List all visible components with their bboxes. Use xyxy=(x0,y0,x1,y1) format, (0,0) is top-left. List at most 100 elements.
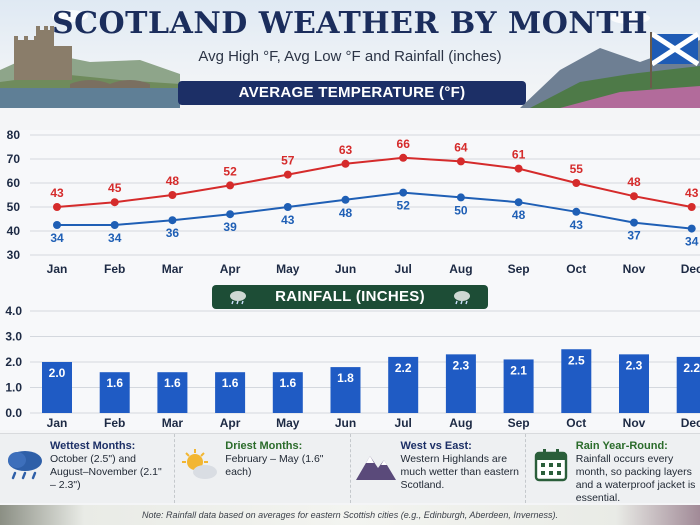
data-point xyxy=(456,157,465,166)
series-line xyxy=(56,156,692,208)
data-label: 63 xyxy=(339,143,353,157)
data-point xyxy=(572,207,581,216)
data-label: 48 xyxy=(512,208,526,222)
data-label: 61 xyxy=(512,148,526,162)
x-tick-label: Mar xyxy=(162,416,184,430)
data-point xyxy=(687,203,696,211)
y-tick-label: 3.0 xyxy=(5,330,22,344)
rainfall-section-banner: RAINFALL (INCHES) xyxy=(212,285,488,309)
sun-cloud-icon xyxy=(175,440,225,499)
data-point xyxy=(226,181,235,190)
data-label: 43 xyxy=(50,186,64,200)
x-tick-label: Apr xyxy=(220,262,241,276)
page-title: SCOTLAND WEATHER BY MONTH xyxy=(52,6,648,41)
data-point xyxy=(53,203,61,211)
info-card-west-east: West vs East: Western Highlands are much… xyxy=(349,434,525,503)
header-illustration: SCOTLAND WEATHER BY MONTH Avg High °F, A… xyxy=(0,0,700,108)
data-label: 1.6 xyxy=(279,376,296,390)
x-tick-label: Jul xyxy=(395,416,412,430)
rain-cloud-icon xyxy=(228,289,248,313)
data-label: 43 xyxy=(570,218,584,232)
data-point xyxy=(283,170,292,179)
data-point xyxy=(110,198,119,207)
info-description: October (2.5") and August–November (2.1"… xyxy=(50,453,162,491)
data-point xyxy=(110,221,119,229)
rainfall-bar xyxy=(330,367,361,413)
data-label: 52 xyxy=(397,199,411,213)
scenery-illustration xyxy=(0,10,700,108)
data-label: 48 xyxy=(339,206,353,220)
data-point xyxy=(630,192,638,201)
rainfall-bar xyxy=(42,362,72,413)
data-point xyxy=(514,198,523,207)
x-tick-label: May xyxy=(276,416,300,430)
info-description: Western Highlands are much wetter than e… xyxy=(400,453,519,491)
data-label: 43 xyxy=(281,213,295,227)
rainfall-bar xyxy=(676,356,700,413)
info-description: Rainfall occurs every month, so packing … xyxy=(575,453,696,504)
y-tick-label: 2.0 xyxy=(5,355,22,369)
scotland-flag-icon xyxy=(650,31,700,88)
data-point xyxy=(687,224,696,233)
data-label: 57 xyxy=(281,154,295,168)
data-label: 2.1 xyxy=(510,363,527,377)
x-tick-label: Jul xyxy=(395,262,412,276)
data-label: 45 xyxy=(108,181,122,195)
data-label: 37 xyxy=(627,229,641,243)
rainfall-bar xyxy=(503,359,534,413)
data-point xyxy=(399,188,408,197)
x-tick-label: Oct xyxy=(566,416,586,430)
data-label: 50 xyxy=(454,203,468,217)
x-tick-label: Jun xyxy=(335,262,356,276)
data-point xyxy=(630,218,638,227)
data-label: 2.2 xyxy=(683,361,700,375)
data-label: 2.3 xyxy=(453,358,470,372)
rainfall-bar xyxy=(157,372,188,413)
rain-cloud-icon xyxy=(0,440,50,499)
rainfall-bar xyxy=(272,372,303,413)
y-tick-label: 80 xyxy=(7,130,21,142)
x-tick-label: Dec xyxy=(681,262,700,276)
temperature-section-banner: AVERAGE TEMPERATURE (°F) xyxy=(178,81,526,105)
series-line xyxy=(57,191,692,230)
castle-icon xyxy=(14,26,72,80)
data-label: 1.6 xyxy=(106,376,123,390)
x-tick-label: Feb xyxy=(104,262,125,276)
x-tick-label: Oct xyxy=(566,262,586,276)
data-point xyxy=(572,179,581,187)
x-tick-label: Jan xyxy=(47,416,68,430)
rainfall-bar xyxy=(99,372,130,413)
y-tick-label: 1.0 xyxy=(5,381,22,395)
data-label: 1.6 xyxy=(164,376,181,390)
x-tick-label: Sep xyxy=(508,262,530,276)
calendar-icon xyxy=(526,440,576,499)
data-label: 34 xyxy=(50,231,64,245)
footnote: Note: Rainfall data based on averages fo… xyxy=(0,505,700,525)
rainfall-bar xyxy=(619,354,649,413)
x-tick-label: Aug xyxy=(449,416,472,430)
data-label: 43 xyxy=(685,186,699,200)
data-label: 48 xyxy=(166,174,180,188)
data-label: 52 xyxy=(223,164,237,178)
y-tick-label: 30 xyxy=(7,248,21,262)
rainfall-banner-label: RAINFALL (INCHES) xyxy=(275,288,425,305)
rainfall-bar xyxy=(561,349,592,413)
y-tick-label: 40 xyxy=(7,224,21,238)
info-card-wettest: Wettest Months: October (2.5") and Augus… xyxy=(0,434,174,503)
data-label: 36 xyxy=(166,226,180,240)
data-point xyxy=(226,210,235,219)
y-tick-label: 60 xyxy=(7,176,21,190)
info-card-year-round: Rain Year-Round: Rainfall occurs every m… xyxy=(524,434,700,504)
x-tick-label: Nov xyxy=(623,262,646,276)
rain-cloud-icon xyxy=(452,289,472,313)
info-strip: Wettest Months: October (2.5") and Augus… xyxy=(0,433,700,504)
data-label: 48 xyxy=(627,175,641,189)
x-tick-label: Dec xyxy=(681,416,700,430)
info-card-driest: Driest Months: February – May (1.6" each… xyxy=(174,434,349,503)
data-point xyxy=(399,153,408,162)
info-title: Rain Year-Round: xyxy=(575,440,668,452)
data-label: 2.3 xyxy=(626,358,643,372)
rainfall-bar xyxy=(388,356,419,413)
x-tick-label: Feb xyxy=(104,416,125,430)
data-point xyxy=(341,195,350,204)
